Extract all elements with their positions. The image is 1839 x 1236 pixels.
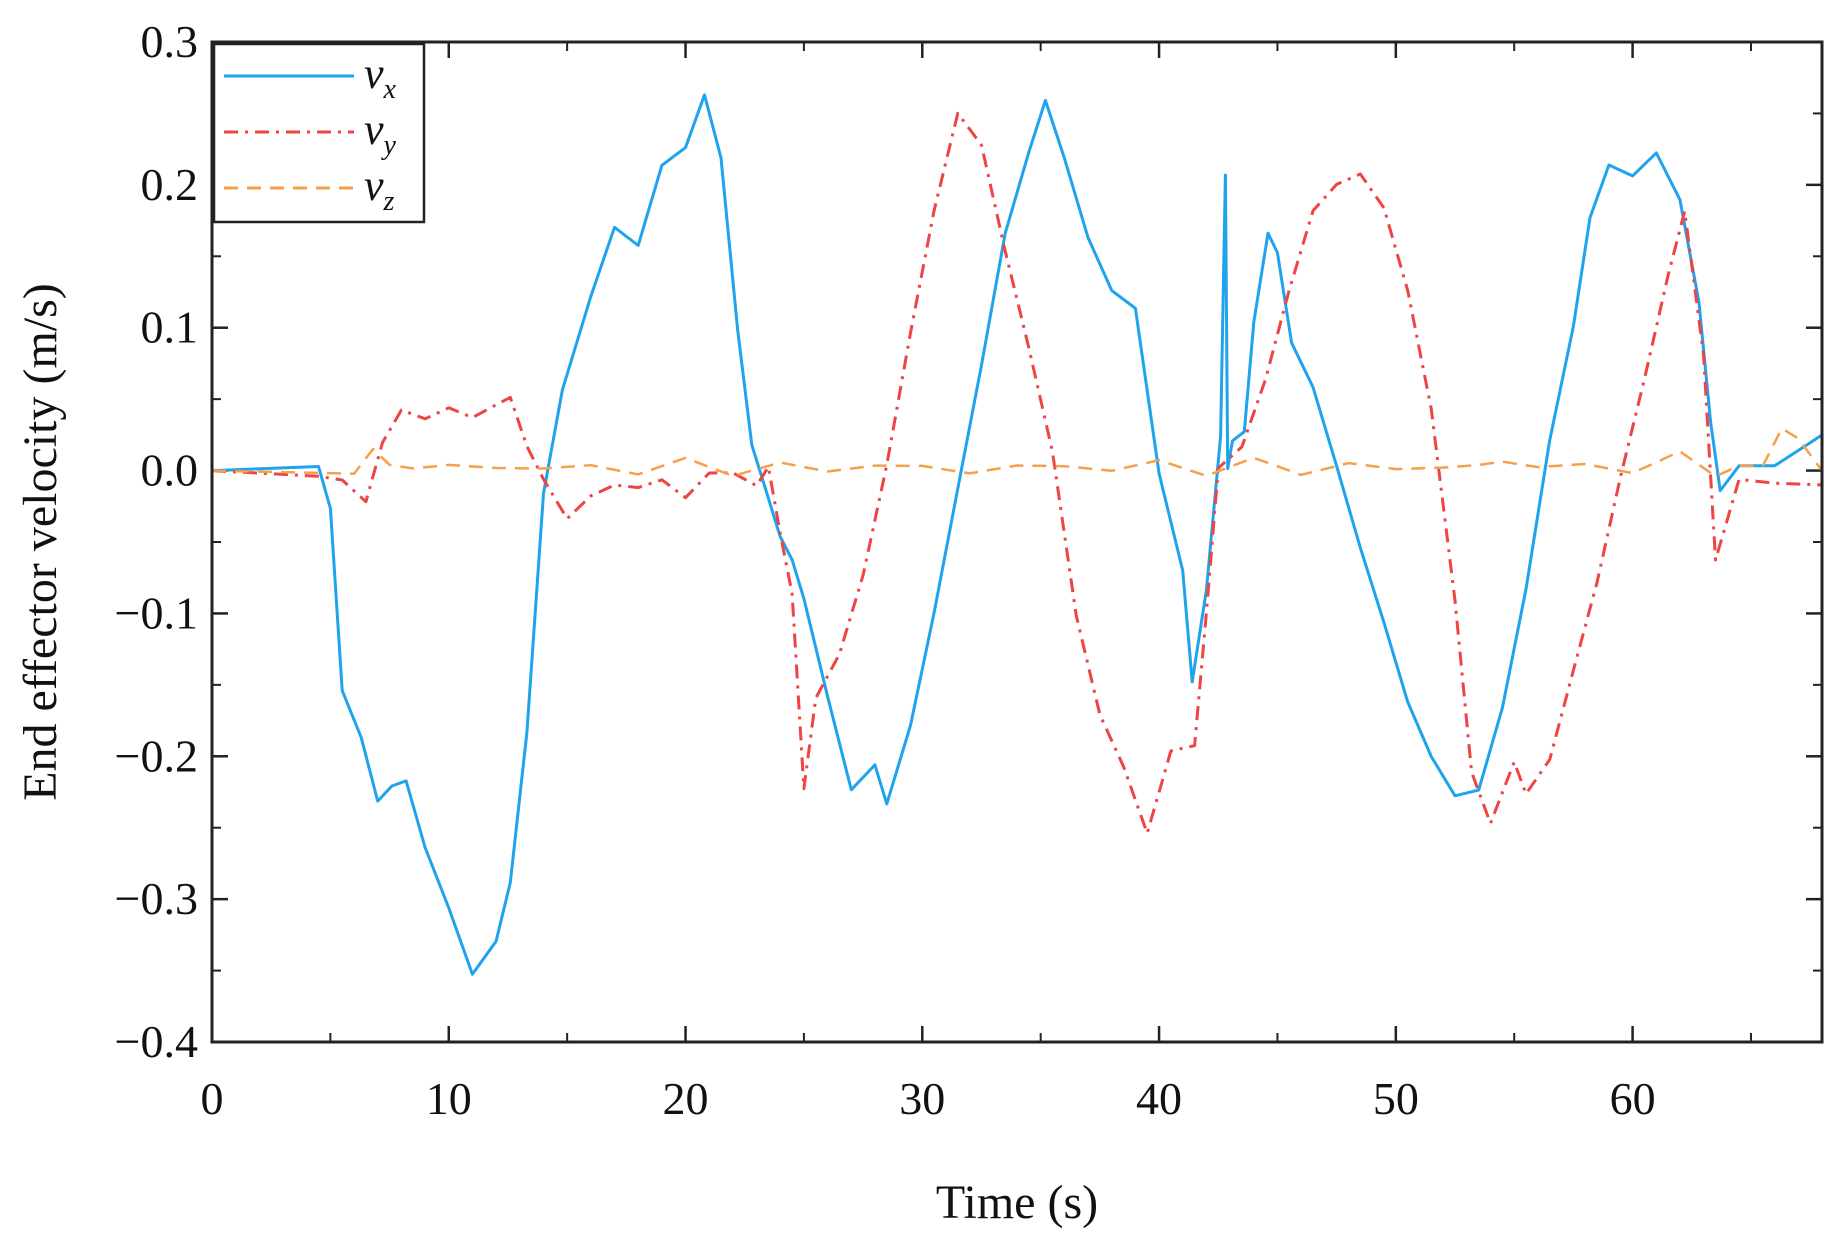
series-line-vx [211,93,1823,976]
legend: vx vy vz [212,42,426,224]
y-tick-label: 0.0 [141,445,199,496]
plot-area-frame [210,40,1824,1044]
x-axis-title: Time (s) [936,1176,1098,1229]
y-tick-label: −0.3 [115,873,198,924]
x-tick-label: 40 [1136,1073,1182,1124]
series-line-vy [211,111,1823,835]
x-tick-label: 0 [201,1073,224,1124]
legend-label-vz: vz [364,161,395,217]
x-tick-label: 20 [663,1073,709,1124]
y-tick-label: 0.1 [141,302,199,353]
x-tick-label: 60 [1610,1073,1656,1124]
series-line-vz [211,427,1824,478]
x-tick-label: 30 [899,1073,945,1124]
legend-label-vx: vx [364,49,397,105]
y-tick-label: 0.2 [141,159,199,210]
tick-label-layer: 0 10 20 30 40 50 60 0.3 0.2 0.1 0.0 −0.1 −0.2 −0.3 −0.… [115,16,1656,1124]
y-tick-label: −0.1 [115,587,198,638]
x-tick-label: 10 [426,1073,472,1124]
y-tick-label: 0.3 [141,16,199,67]
y-tick-label: −0.2 [115,730,198,781]
series-layer [211,93,1824,976]
x-tick-label: 50 [1373,1073,1419,1124]
y-axis-title: End effector velocity (m/s) [14,283,67,801]
legend-label-vy: vy [364,105,397,161]
y-tick-label: −0.4 [115,1016,198,1067]
